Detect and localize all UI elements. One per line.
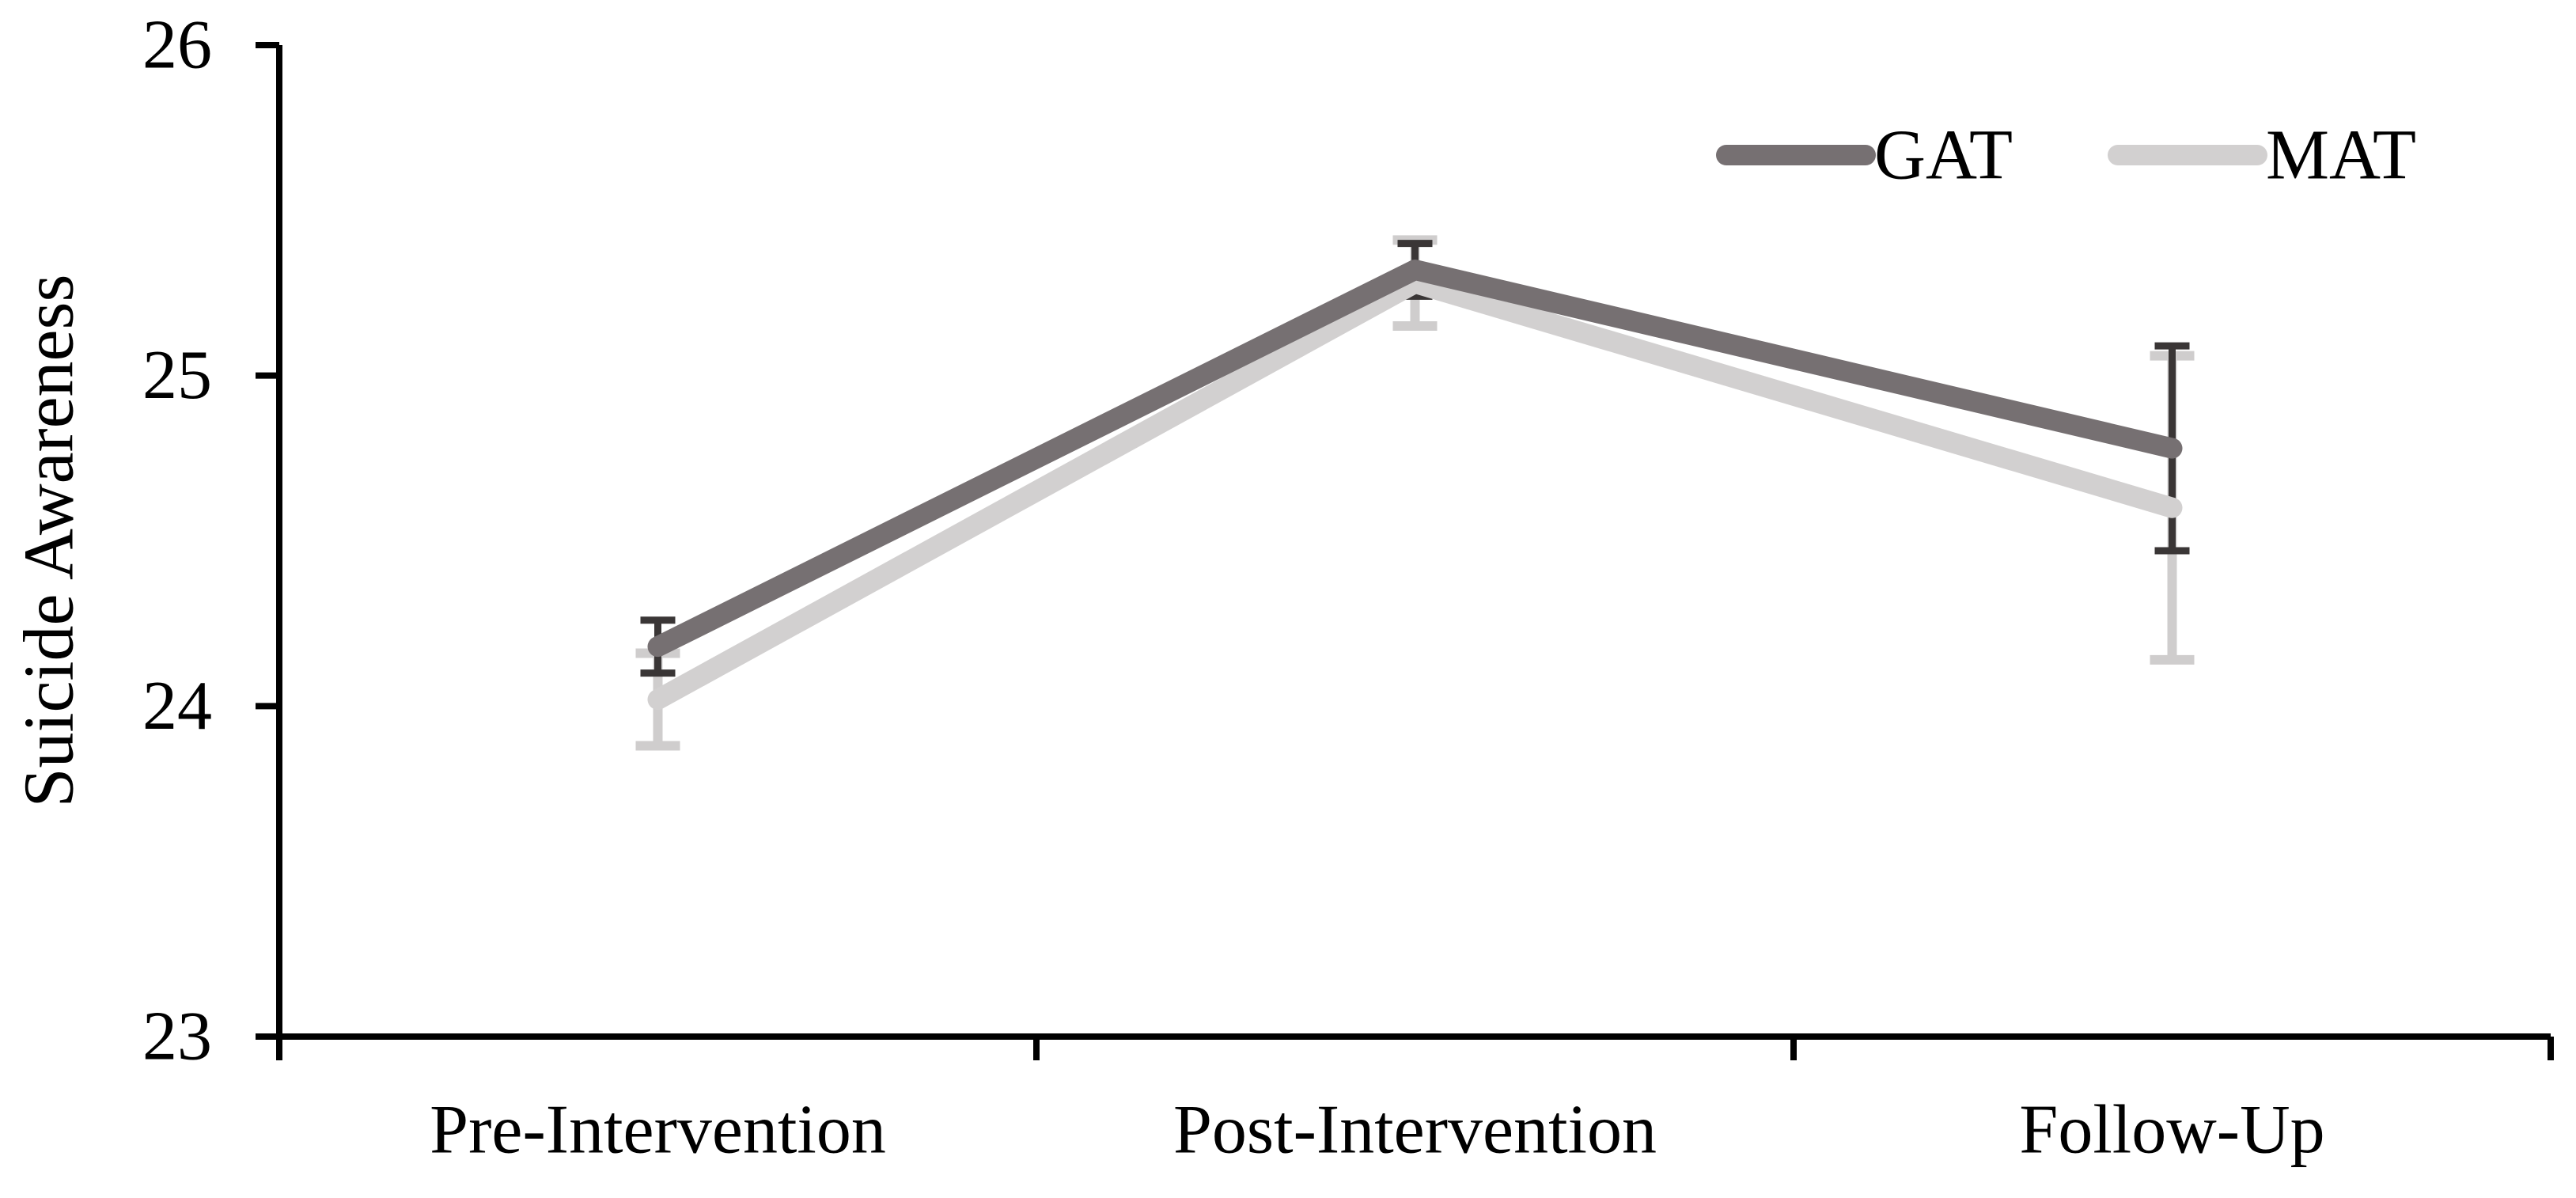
category-label: Post-Intervention	[1173, 1092, 1657, 1169]
y-tick-label: 26	[142, 7, 212, 84]
series-line-gat	[647, 260, 2183, 658]
y-tick-label: 23	[142, 999, 212, 1075]
legend-label-gat: GAT	[1874, 116, 2013, 195]
category-label: Pre-Intervention	[430, 1092, 886, 1169]
y-tick-label: 24	[142, 668, 212, 745]
category-label: Follow-Up	[2019, 1092, 2324, 1169]
y-axis-title: Suicide Awareness	[10, 274, 89, 807]
legend-label-mat: MAT	[2266, 116, 2416, 195]
series-line-mat	[647, 272, 2183, 710]
y-tick-label: 25	[142, 337, 212, 414]
